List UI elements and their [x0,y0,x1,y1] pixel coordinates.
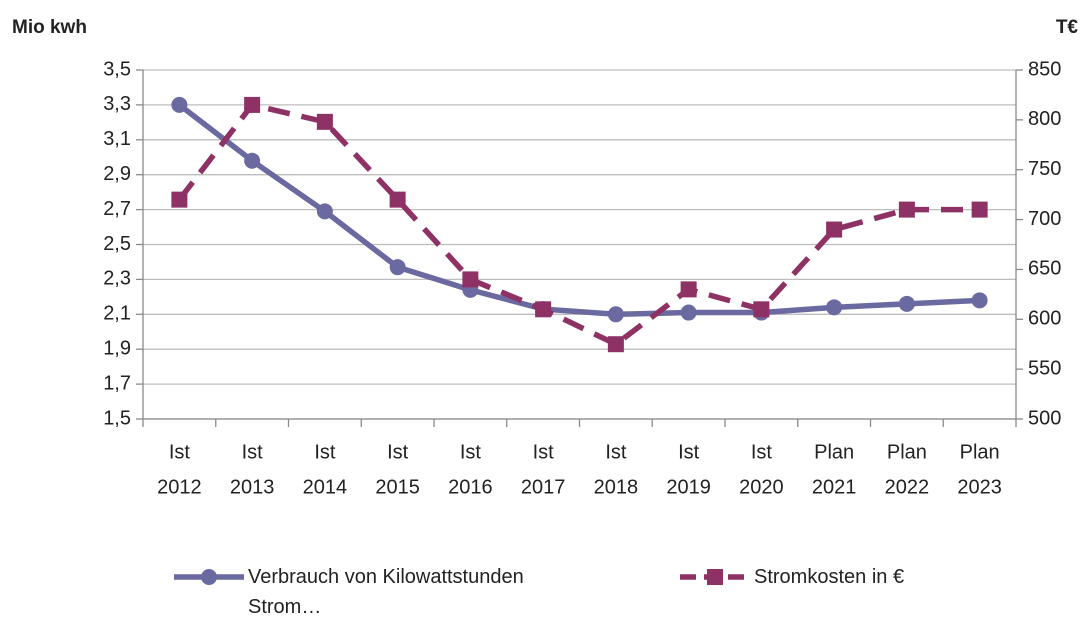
y2-tick-label: 600 [1028,308,1061,330]
y-tick-label: 3,5 [103,58,131,80]
x-tick-label: 2014 [303,476,348,498]
point [244,96,261,113]
point [607,306,624,323]
series-line [177,102,980,318]
x-tick-label: Plan [960,441,1000,463]
x-tick-label: 2023 [957,476,1002,498]
point [535,301,552,318]
legend-item: Verbrauch von Kilowattstunden Strom… [172,562,528,622]
legend-swatch [680,569,750,585]
x-tick-label: 2013 [230,476,275,498]
point [971,292,988,309]
point [898,295,915,312]
y2-tick-label: 700 [1028,208,1061,230]
x-tick-label: Plan [814,441,854,463]
y2-tick-label: 500 [1028,407,1061,429]
y-tick-label: 1,9 [103,337,131,359]
y-tick-label: 1,7 [103,372,131,394]
chart: Mio kwh T€ 1,5 1,7 1,9 2,1 2,3 2,5 2,7 2,9 3,1 3,… [12,17,1079,498]
point [898,201,915,218]
y-tick-label: 2,7 [103,198,131,220]
x-tick-label: 2016 [448,476,493,498]
x-tick-label: Ist [314,441,336,463]
y2-tick-label: 550 [1028,357,1061,379]
y-tick-label: 3,3 [103,93,131,115]
point [316,203,333,220]
point [171,96,188,113]
x-tick-label: Ist [605,441,627,463]
point [171,191,188,208]
y2-tick-label: 850 [1028,58,1061,80]
point [826,221,843,238]
point [753,301,770,318]
point [680,304,697,321]
y2-tick-label: 750 [1028,158,1061,180]
x-tick-label: 2018 [594,476,639,498]
y-axis-title: Mio kwh [12,17,87,38]
legend-label: Stromkosten in € [754,566,905,588]
x-tick-label: Ist [460,441,482,463]
x-tick-label: Ist [387,441,409,463]
y-tick-label: 1,5 [103,407,131,429]
point [244,152,261,169]
point [680,281,697,298]
x-tick-label: 2017 [521,476,566,498]
point [462,271,479,288]
x-tick-label: 2020 [739,476,784,498]
x-tick-label: 2021 [812,476,857,498]
y2-axis-title: T€ [1056,17,1079,38]
y2-tick-label: 800 [1028,108,1061,130]
y-tick-label: 2,1 [103,303,131,325]
y-tick-label: 2,3 [103,268,131,290]
point [826,299,843,316]
point [389,191,406,208]
legend-label: Verbrauch von Kilowattstunden Strom… [248,566,524,618]
x-tick-label: Ist [751,441,773,463]
x-tick-label: 2019 [666,476,711,498]
legend-swatch [174,569,244,585]
x-tick-label: 2015 [375,476,420,498]
point [389,259,406,276]
point [971,201,988,218]
x-tick-label: 2012 [157,476,202,498]
x-tick-label: Ist [242,441,264,463]
x-tick-label: Ist [533,441,555,463]
point [316,113,333,130]
legend-marker [201,569,217,585]
y-tick-label: 3,1 [103,128,131,150]
series-line [177,102,980,347]
legend-item: Stromkosten in € [678,562,1054,592]
point [607,336,624,353]
x-tick-label: Plan [887,441,927,463]
x-tick-label: 2022 [885,476,930,498]
y-tick-label: 2,5 [103,233,131,255]
y-tick-label: 2,9 [103,163,131,185]
y2-tick-label: 650 [1028,258,1061,280]
x-tick-label: Ist [169,441,191,463]
x-tick-label: Ist [678,441,700,463]
legend-marker [707,569,723,585]
